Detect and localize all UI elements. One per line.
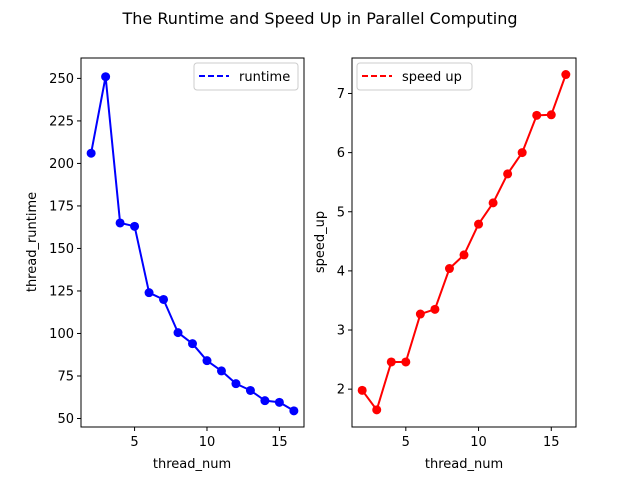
runtime-series [86,72,299,416]
data-point [372,405,382,415]
speedup-legend-label: speed up [402,70,462,85]
data-point [216,366,226,376]
data-point [444,264,454,274]
data-point [415,309,425,319]
data-point [231,379,241,389]
y-tick-label: 225 [49,114,74,129]
data-point [130,221,140,231]
data-point [144,288,154,298]
data-point [86,148,96,158]
data-point [159,294,169,304]
y-tick-label: 3 [337,324,345,339]
data-point [101,72,111,82]
speedup-series [357,70,571,415]
x-tick-label: 10 [199,435,216,450]
figure-title: The Runtime and Speed Up in Parallel Com… [121,9,517,28]
runtime-chart: 50 75 100 125 150 175 200 225 250 5 10 15 thread_n… [25,57,305,472]
y-tick-label: 250 [49,72,74,87]
speedup-plot-frame [351,57,577,428]
y-tick-label: 100 [49,327,74,342]
data-point [115,218,125,228]
speedup-x-axis: 5 10 15 [402,427,560,450]
data-point [401,357,411,367]
speedup-legend: speed up [356,62,473,91]
runtime-legend-label: runtime [239,70,290,85]
y-tick-label: 150 [49,242,74,257]
data-point [561,70,571,80]
data-point [474,219,484,229]
runtime-x-axis-label: thread_num [153,457,231,472]
y-tick-label: 75 [57,369,74,384]
data-point [289,406,299,416]
speedup-y-axis-label: speed_up [313,211,328,273]
data-point [488,198,498,208]
data-point [173,328,183,338]
x-tick-label: 5 [402,435,410,450]
data-point [245,385,255,395]
runtime-y-axis-label: thread_runtime [25,192,40,292]
speedup-y-axis: 2 3 4 5 6 7 [337,87,352,398]
y-tick-label: 200 [49,157,74,172]
runtime-plot-frame [80,57,305,428]
y-tick-label: 50 [57,412,74,427]
runtime-x-axis: 5 10 15 [130,427,288,450]
speedup-x-axis-label: thread_num [425,457,503,472]
data-point [459,250,469,260]
data-point [386,357,396,367]
data-point [357,385,367,395]
speedup-chart: 2 3 4 5 6 7 5 10 15 thread_num speed_up speed u… [313,57,577,472]
y-tick-label: 125 [49,284,74,299]
data-point [532,110,542,120]
y-tick-label: 6 [337,146,345,161]
runtime-legend: runtime [193,62,299,91]
data-point [274,397,284,407]
y-tick-label: 4 [337,264,345,279]
y-tick-label: 175 [49,199,74,214]
y-tick-label: 2 [337,383,345,398]
x-tick-label: 10 [470,435,487,450]
runtime-legend-box [193,62,299,91]
x-tick-label: 15 [543,435,560,450]
data-point [517,148,527,158]
y-tick-label: 5 [337,205,345,220]
y-tick-label: 7 [337,87,345,102]
x-tick-label: 15 [271,435,288,450]
data-point [503,169,513,179]
runtime-y-axis: 50 75 100 125 150 175 200 225 250 [49,72,81,427]
x-tick-label: 5 [130,435,138,450]
data-point [188,339,197,349]
speedup-legend-box [356,62,473,91]
data-point [260,396,270,406]
data-point [546,110,556,120]
data-point [202,356,212,366]
data-point [430,304,440,314]
